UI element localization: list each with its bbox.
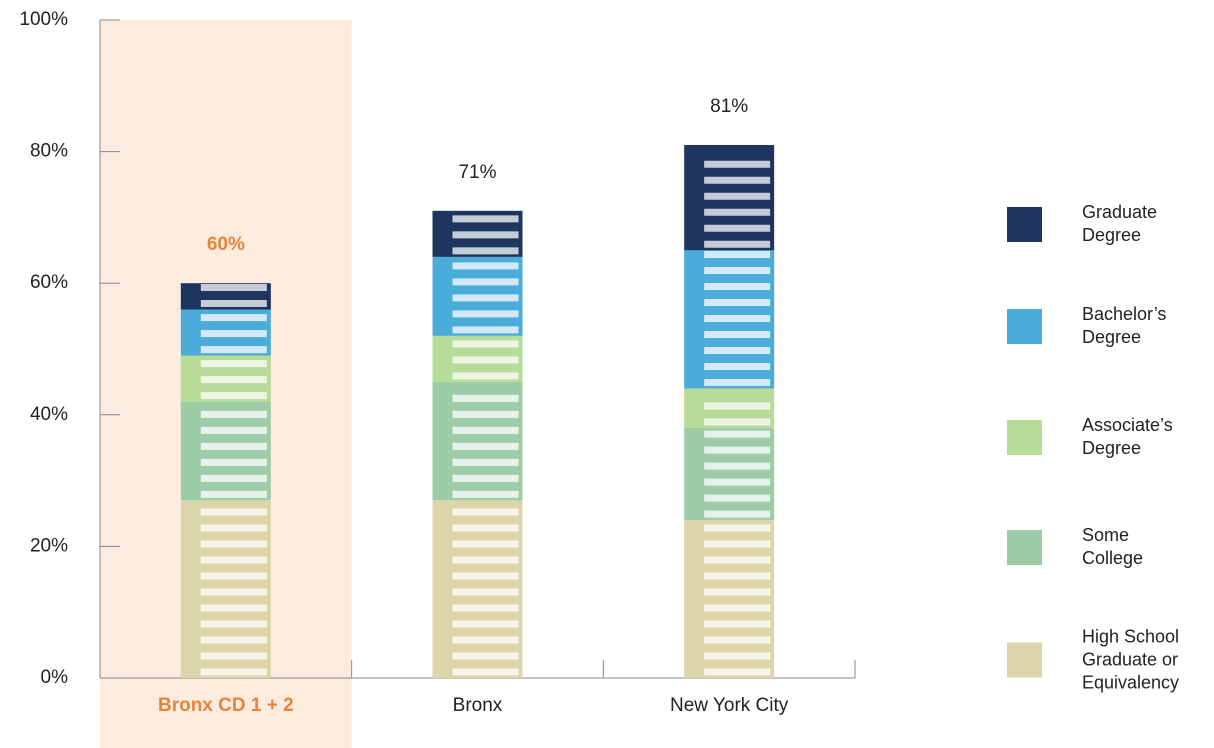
legend-swatch xyxy=(1007,308,1042,344)
y-tick-label: 0% xyxy=(41,667,69,688)
y-tick-label: 100% xyxy=(19,9,68,30)
legend-label: Associate’s Degree xyxy=(1082,415,1173,458)
legend-item: High School Graduate or Equivalency xyxy=(1007,626,1190,695)
legend-item: Associate’s Degree xyxy=(1007,414,1190,460)
legend-item: Bachelor’s Degree xyxy=(1007,303,1190,349)
legend-label: Graduate Degree xyxy=(1082,202,1158,245)
legend-swatch xyxy=(1007,206,1042,242)
legend-swatch xyxy=(1007,642,1042,678)
y-tick-label: 40% xyxy=(30,404,68,425)
legend-swatch xyxy=(1007,419,1042,455)
legend-item: Graduate Degree xyxy=(1007,201,1190,247)
y-tick-label: 80% xyxy=(30,141,68,162)
total-label: 81% xyxy=(710,96,748,117)
y-tick-label: 20% xyxy=(30,535,68,556)
legend-item: Some College xyxy=(1007,524,1190,570)
x-tick-label: Bronx xyxy=(453,695,503,716)
bar-segment xyxy=(180,401,271,501)
legend-label: Bachelor’s Degree xyxy=(1082,304,1167,347)
legend-swatch xyxy=(1007,529,1042,565)
legend-label: High School Graduate or Equivalency xyxy=(1082,626,1180,693)
total-label: 71% xyxy=(458,162,496,183)
x-tick-label: New York City xyxy=(670,695,789,716)
bar-segment xyxy=(684,427,775,521)
y-tick-label: 60% xyxy=(30,272,68,293)
x-tick-label: Bronx CD 1 + 2 xyxy=(158,695,294,716)
legend-label: Some College xyxy=(1082,525,1144,568)
total-label: 60% xyxy=(207,234,245,255)
